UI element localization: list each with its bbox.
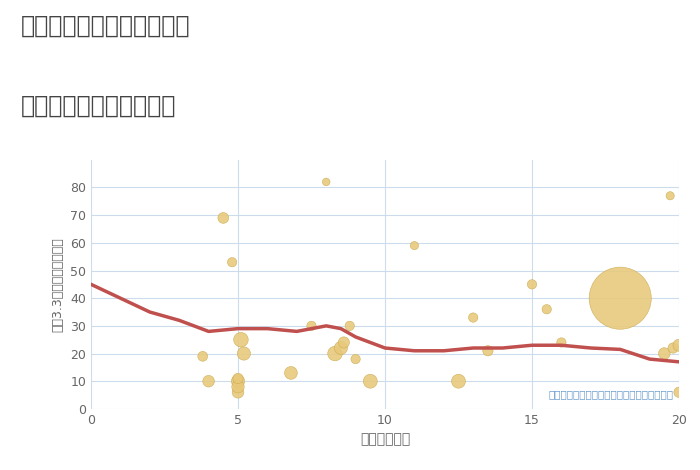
- Point: [232, 377, 244, 385]
- Point: [659, 350, 670, 357]
- Text: 兵庫県豊岡市日高町石井の: 兵庫県豊岡市日高町石井の: [21, 14, 190, 38]
- Point: [673, 342, 685, 349]
- Point: [203, 377, 214, 385]
- Point: [350, 355, 361, 363]
- Point: [482, 347, 493, 354]
- Point: [673, 389, 685, 396]
- Point: [227, 258, 238, 266]
- Point: [453, 377, 464, 385]
- Y-axis label: 坪（3.3㎡）単価（万円）: 坪（3.3㎡）単価（万円）: [52, 237, 64, 332]
- Point: [468, 314, 479, 321]
- Point: [321, 178, 332, 186]
- Point: [556, 339, 567, 346]
- Point: [238, 350, 249, 357]
- X-axis label: 駅距離（分）: 駅距離（分）: [360, 432, 410, 446]
- Point: [344, 322, 356, 329]
- Point: [335, 344, 346, 352]
- Text: 駅距離別中古戸建て価格: 駅距離別中古戸建て価格: [21, 94, 176, 118]
- Point: [197, 352, 209, 360]
- Point: [232, 383, 244, 391]
- Point: [338, 339, 349, 346]
- Point: [235, 336, 246, 344]
- Point: [615, 294, 626, 302]
- Point: [409, 242, 420, 250]
- Point: [286, 369, 297, 376]
- Point: [232, 375, 244, 382]
- Point: [365, 377, 376, 385]
- Point: [526, 281, 538, 288]
- Point: [330, 350, 341, 357]
- Text: 円の大きさは、取引のあった物件面積を示す: 円の大きさは、取引のあった物件面積を示す: [548, 389, 673, 399]
- Point: [306, 322, 317, 329]
- Point: [664, 192, 676, 200]
- Point: [218, 214, 229, 222]
- Point: [668, 344, 679, 352]
- Point: [232, 389, 244, 396]
- Point: [541, 306, 552, 313]
